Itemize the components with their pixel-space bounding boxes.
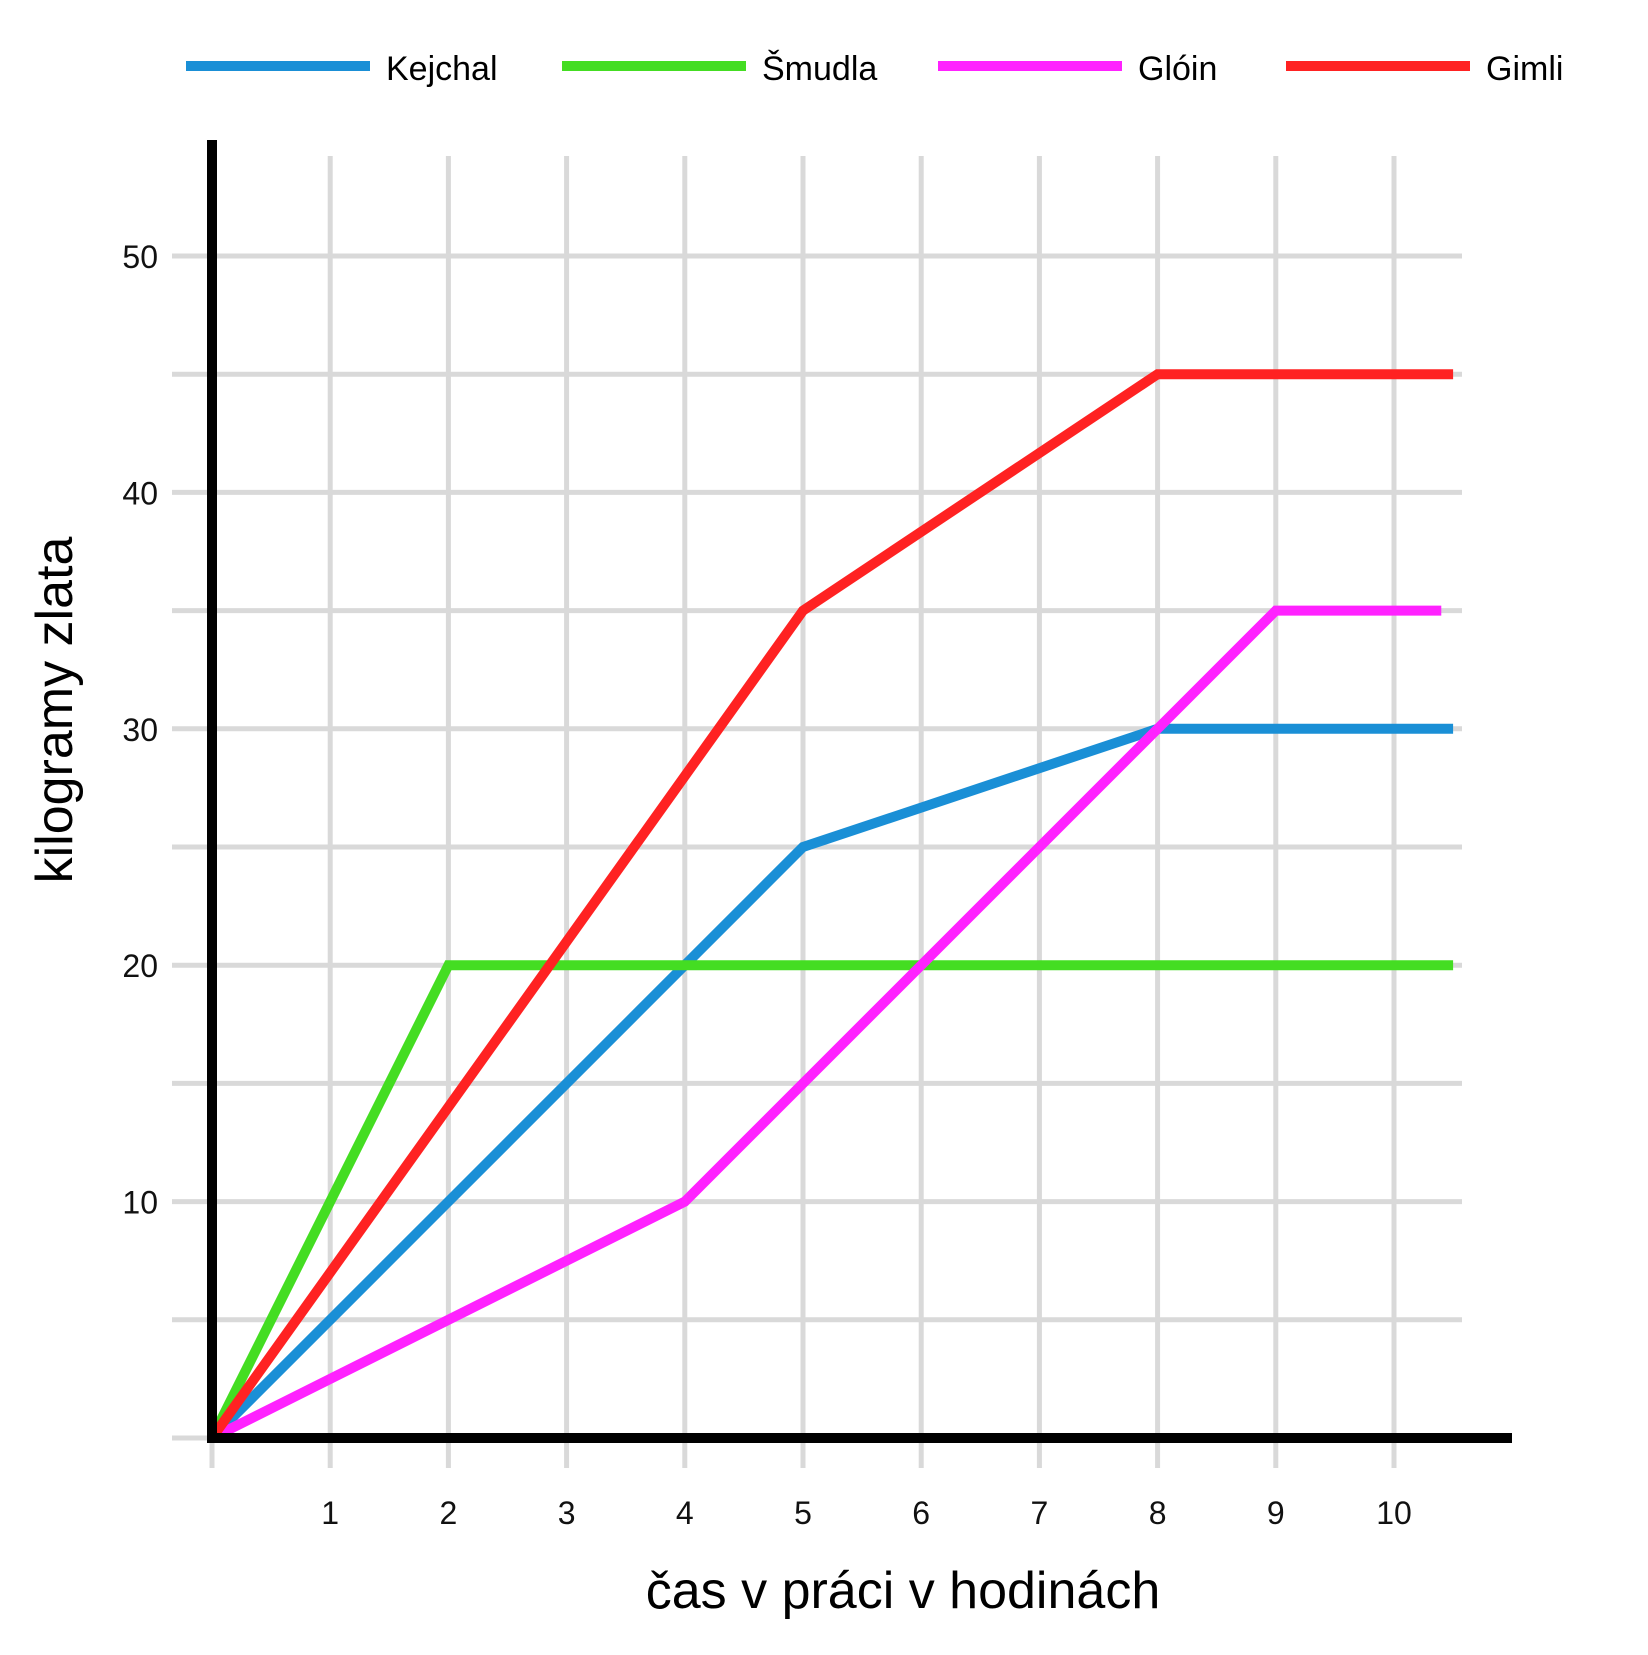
y-tick-label: 20 <box>122 948 158 984</box>
x-tick-label: 1 <box>321 1495 339 1531</box>
x-tick-label: 10 <box>1376 1495 1412 1531</box>
x-tick-label: 8 <box>1149 1495 1167 1531</box>
legend: Kejchal Šmudla Glóin Gimli <box>186 50 1563 88</box>
series-line-gimli <box>207 369 1454 1441</box>
x-tick-label: 2 <box>440 1495 458 1531</box>
legend-label: Šmudla <box>762 50 877 88</box>
x-tick-label: 9 <box>1267 1495 1285 1531</box>
grid <box>172 156 1462 1468</box>
y-tick-label: 30 <box>122 712 158 748</box>
y-tick-label: 40 <box>122 475 158 511</box>
x-tick-label: 5 <box>794 1495 812 1531</box>
y-tick-label: 50 <box>122 239 158 275</box>
legend-label: Gimli <box>1486 50 1563 88</box>
y-tick-label: 10 <box>122 1185 158 1221</box>
series-lines <box>207 369 1454 1443</box>
series-line-kejchal <box>208 723 1454 1442</box>
x-axis-title: čas v práci v hodinách <box>646 1562 1161 1620</box>
x-tick-label: 7 <box>1031 1495 1049 1531</box>
y-axis-title: kilogramy zlata <box>26 537 84 884</box>
x-tick-label: 4 <box>676 1495 694 1531</box>
y-tick-labels: 10 20 30 40 50 <box>122 239 158 1221</box>
legend-label: Glóin <box>1138 50 1217 88</box>
axes <box>207 140 1512 1443</box>
x-tick-labels: 1 2 3 4 5 6 7 8 9 10 <box>321 1495 1411 1531</box>
series-line-šmudla <box>207 960 1454 1441</box>
series-line-glóin <box>209 605 1442 1443</box>
legend-label: Kejchal <box>386 50 498 88</box>
x-tick-label: 6 <box>912 1495 930 1531</box>
x-tick-label: 3 <box>558 1495 576 1531</box>
